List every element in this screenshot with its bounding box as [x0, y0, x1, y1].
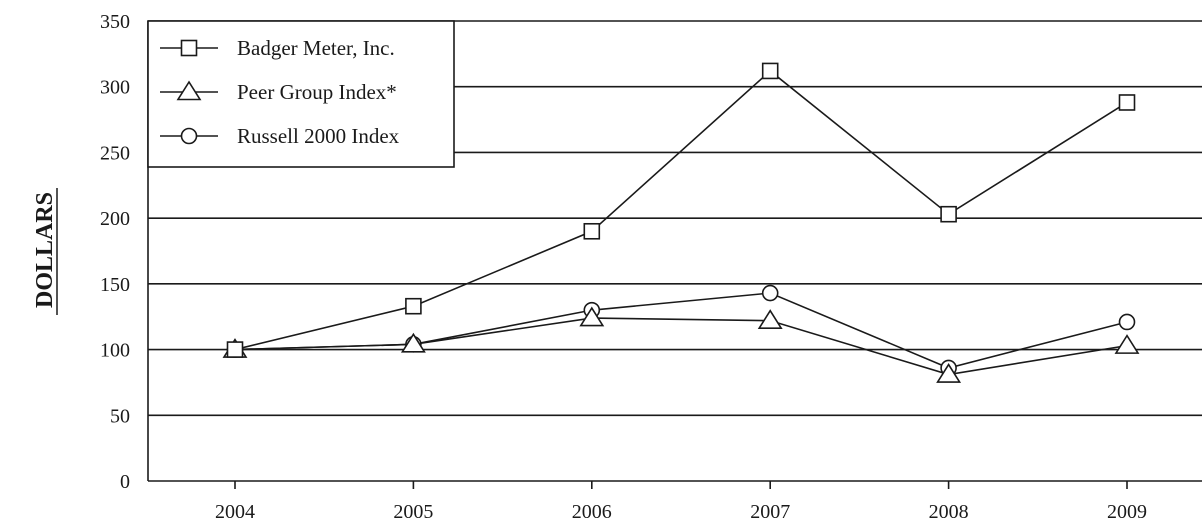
x-tick-label: 2005: [393, 501, 433, 523]
y-tick-labels: 0 50 100 150 200 250 300 350: [100, 11, 130, 493]
series-line-circle: [234, 292, 1128, 369]
y-tick-label: 250: [100, 142, 130, 164]
data-point-square: [940, 205, 957, 223]
data-point-triangle: [936, 363, 962, 383]
y-tick-label: 200: [100, 208, 130, 230]
legend-label: Peer Group Index*: [237, 80, 397, 104]
legend-marker-square: [180, 39, 198, 57]
x-tick-label: 2009: [1107, 501, 1147, 523]
series: [222, 62, 1140, 383]
legend-marker-triangle: [176, 80, 202, 101]
data-point-triangle: [757, 309, 783, 329]
y-tick-label: 100: [100, 340, 130, 362]
x-tick-label: 2006: [572, 501, 612, 523]
x-tick-label: 2008: [929, 501, 969, 523]
legend-marker-circle: [180, 127, 198, 145]
data-point-triangle: [400, 332, 426, 353]
data-point-triangle: [1114, 334, 1140, 354]
data-point-square: [226, 341, 244, 358]
data-point-circle: [761, 284, 779, 302]
data-point-circle: [1118, 313, 1136, 331]
y-tick-label: 0: [120, 471, 130, 493]
data-point-square: [761, 62, 779, 80]
y-tick-label: 350: [100, 11, 130, 33]
x-tick-labels: 2004 2005 2006 2007 2008 2009: [215, 501, 1147, 523]
data-point-square: [1118, 94, 1136, 111]
y-tick-label: 300: [100, 77, 130, 99]
series-line-triangle: [234, 317, 1128, 376]
y-tick-label: 50: [110, 405, 130, 427]
data-point-square: [583, 222, 601, 240]
y-axis-label: DOLLARS: [32, 192, 58, 308]
legend-box: [147, 20, 455, 168]
data-point-square: [405, 297, 422, 315]
legend-label: Badger Meter, Inc.: [237, 36, 395, 60]
x-tick-label: 2007: [750, 501, 790, 523]
legend-label: Russell 2000 Index: [237, 124, 400, 148]
y-tick-label: 150: [100, 274, 130, 296]
series-line-square: [234, 69, 1128, 351]
data-point-triangle: [579, 306, 605, 327]
x-tick-label: 2004: [215, 501, 255, 523]
legend: Badger Meter, Inc. Peer Group Index* Russe…: [147, 20, 455, 168]
